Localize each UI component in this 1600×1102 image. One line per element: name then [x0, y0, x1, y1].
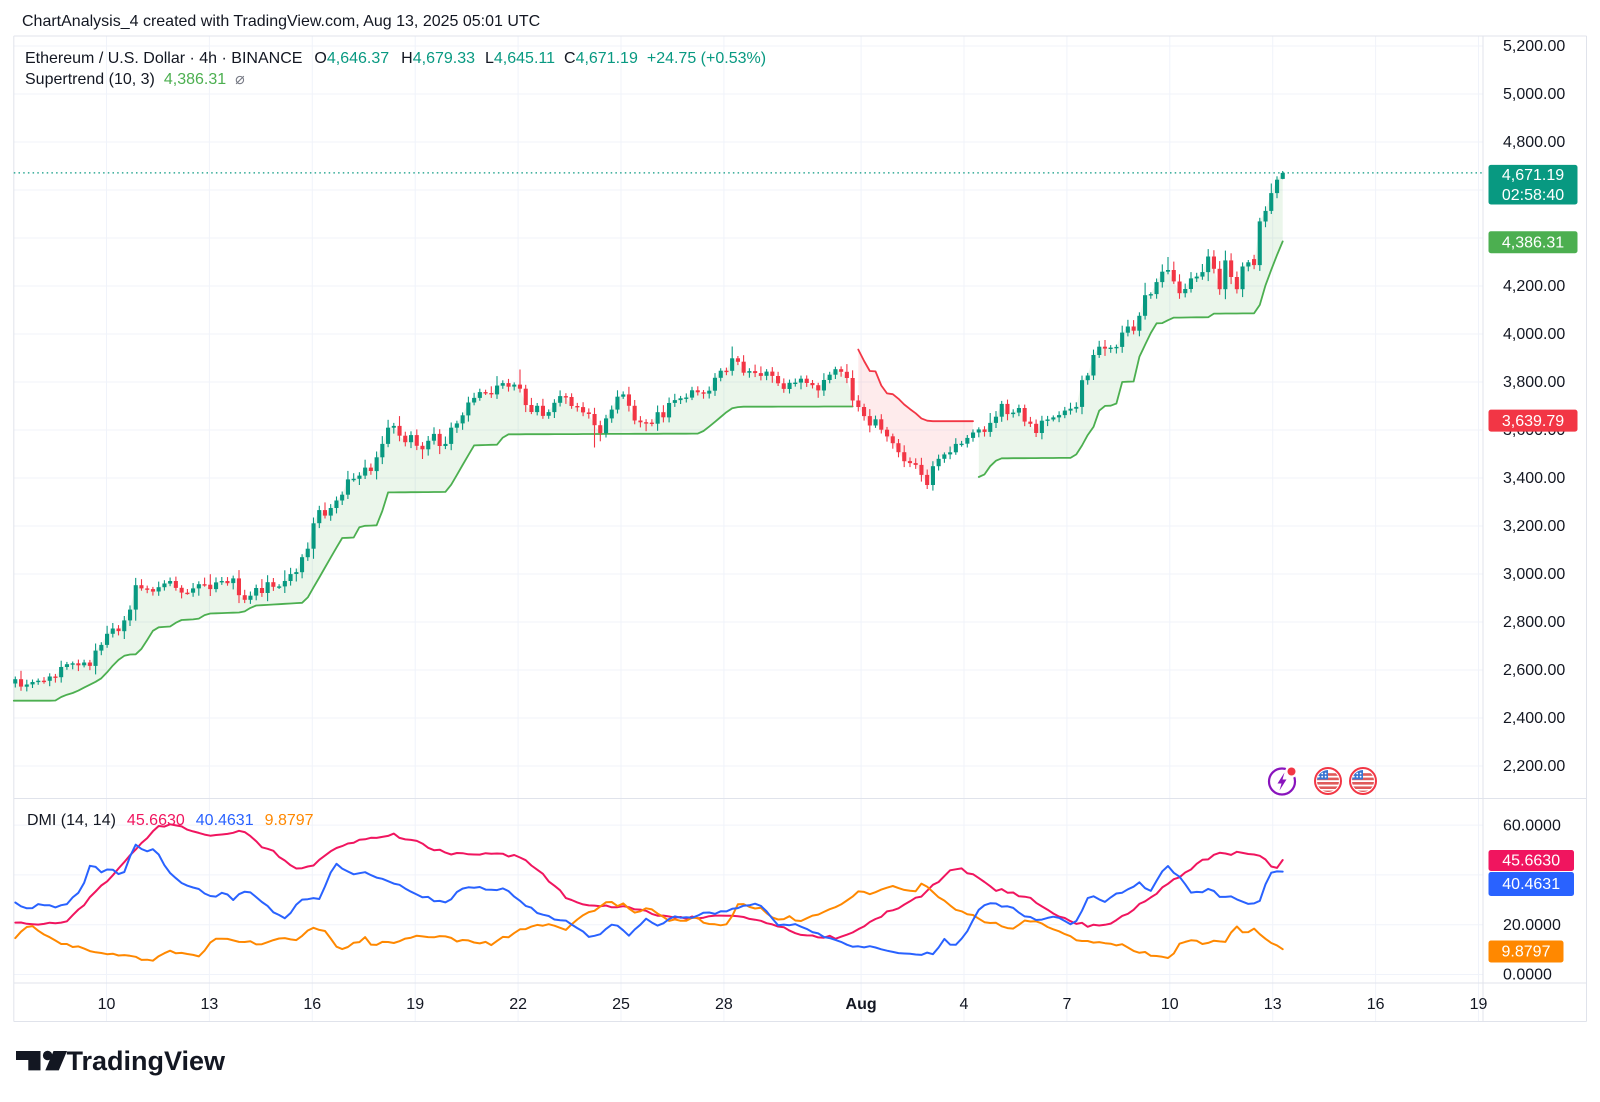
svg-text:ChartAnalysis_4 created with T: ChartAnalysis_4 created with TradingView…: [22, 13, 540, 30]
svg-text:2,600.00: 2,600.00: [1503, 662, 1565, 679]
svg-text:5,000.00: 5,000.00: [1503, 86, 1565, 103]
svg-text:16: 16: [1367, 996, 1385, 1013]
svg-text:Aug: Aug: [846, 996, 877, 1013]
svg-text:Supertrend (10, 3)4,386.31⌀: Supertrend (10, 3) 4,386.31 ⌀: [25, 71, 245, 88]
svg-text:3,800.00: 3,800.00: [1503, 374, 1565, 391]
svg-text:9.8797: 9.8797: [1502, 944, 1551, 961]
svg-text:2,200.00: 2,200.00: [1503, 758, 1565, 775]
svg-text:28: 28: [715, 996, 733, 1013]
svg-text:10: 10: [1161, 996, 1179, 1013]
svg-text:2,400.00: 2,400.00: [1503, 710, 1565, 727]
svg-text:13: 13: [1264, 996, 1282, 1013]
svg-text:60.0000: 60.0000: [1503, 817, 1561, 834]
svg-text:16: 16: [303, 996, 321, 1013]
svg-text:19: 19: [406, 996, 424, 1013]
svg-text:2,800.00: 2,800.00: [1503, 614, 1565, 631]
svg-text:3,400.00: 3,400.00: [1503, 470, 1565, 487]
svg-text:4,671.19: 4,671.19: [1502, 167, 1564, 184]
svg-text:3,000.00: 3,000.00: [1503, 566, 1565, 583]
svg-text:19: 19: [1470, 996, 1488, 1013]
svg-text:25: 25: [612, 996, 630, 1013]
svg-text:10: 10: [98, 996, 116, 1013]
svg-text:4,000.00: 4,000.00: [1503, 326, 1565, 343]
svg-text:TradingView: TradingView: [67, 1046, 227, 1076]
svg-text:3,639.79: 3,639.79: [1502, 413, 1564, 430]
svg-text:22: 22: [509, 996, 527, 1013]
svg-text:4: 4: [960, 996, 969, 1013]
svg-text:40.4631: 40.4631: [1502, 876, 1560, 893]
svg-text:4,200.00: 4,200.00: [1503, 278, 1565, 295]
svg-text:45.6630: 45.6630: [1502, 853, 1560, 870]
svg-text:13: 13: [201, 996, 219, 1013]
svg-text:3,200.00: 3,200.00: [1503, 518, 1565, 535]
svg-text:7: 7: [1062, 996, 1071, 1013]
svg-text:5,200.00: 5,200.00: [1503, 38, 1565, 55]
svg-text:4,386.31: 4,386.31: [1502, 234, 1564, 251]
svg-text:02:58:40: 02:58:40: [1502, 187, 1564, 204]
svg-text:0.0000: 0.0000: [1503, 967, 1552, 984]
svg-text:4,800.00: 4,800.00: [1503, 134, 1565, 151]
svg-text:20.0000: 20.0000: [1503, 917, 1561, 934]
